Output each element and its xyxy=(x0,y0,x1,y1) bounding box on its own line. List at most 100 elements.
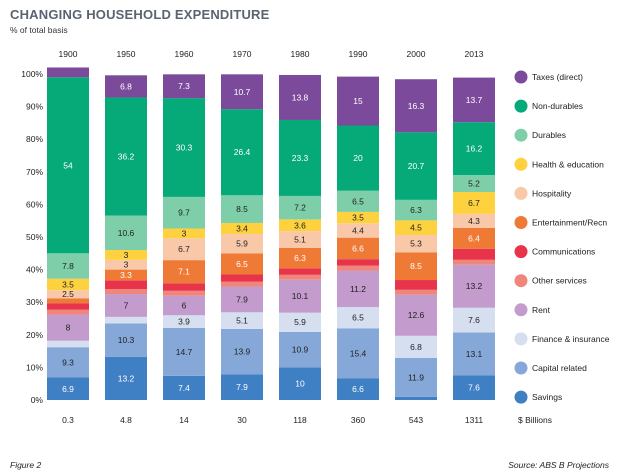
data-label: 13.2 xyxy=(118,373,135,383)
bar-segment-non-durables xyxy=(163,98,205,197)
data-label: 2.5 xyxy=(62,289,74,299)
bar-segment-entertainment-recn xyxy=(163,260,205,284)
bar-segment-durables xyxy=(337,190,379,212)
bar-segment-finance-insurance xyxy=(163,315,205,328)
bottom-value-label: 543 xyxy=(409,415,423,425)
bar-segment-taxes-direct xyxy=(163,74,205,99)
bar-segment-taxes-direct xyxy=(395,79,437,133)
bar-segment-rent xyxy=(221,286,263,313)
data-label: 7.2 xyxy=(294,203,306,213)
data-label: 6.5 xyxy=(352,313,364,323)
data-label: 3.4 xyxy=(236,224,248,234)
data-label: 6 xyxy=(182,300,187,310)
bar-segment-non-durables xyxy=(47,77,89,254)
bottom-value-label: 118 xyxy=(293,415,307,425)
data-label: 10.6 xyxy=(118,228,135,238)
bar-segment-entertainment-recn xyxy=(279,247,321,269)
data-label: 10.7 xyxy=(234,87,251,97)
data-label: 3 xyxy=(124,260,129,270)
bar-segment-entertainment-recn xyxy=(221,253,263,275)
legend: Taxes (direct) Non-durables Durables Health… xyxy=(514,70,610,404)
y-axis: 0% 10% 20% 30% 40% 50% 60% 70% 80% 90% 100% xyxy=(21,69,43,405)
bar-segment-hospitality xyxy=(279,231,321,248)
bar-segment-other-services xyxy=(221,281,263,287)
data-label: 7.8 xyxy=(62,261,74,271)
bar-segment-savings xyxy=(337,378,379,400)
bar-segment-durables xyxy=(47,253,89,279)
bar-stack-1970: 7.9 13.9 5.1 7.9 6.5 5.9 3.4 8.5 26.4 10.7 xyxy=(221,74,263,400)
legend-entry: Communications xyxy=(514,245,595,259)
data-label: 6.6 xyxy=(352,384,364,394)
bar-segment-other-services xyxy=(163,290,205,296)
data-label: 3.9 xyxy=(178,317,190,327)
data-label: 13.7 xyxy=(466,95,483,105)
bar-segment-communications xyxy=(279,268,321,275)
data-label: 8 xyxy=(66,323,71,333)
legend-label: Durables xyxy=(532,130,566,140)
bar-stack-1960: 7.4 14.7 3.9 6 7.1 6.7 3 9.7 30.3 7.3 xyxy=(163,74,205,400)
bar-segment-other-services xyxy=(47,309,89,315)
data-label: 15.4 xyxy=(350,348,367,358)
data-label: 54 xyxy=(63,160,73,170)
data-label: 7.9 xyxy=(236,382,248,392)
bar-segment-savings xyxy=(47,377,89,400)
data-label: 7.6 xyxy=(468,315,480,325)
bar-segment-rent xyxy=(163,295,205,316)
bar-segment-entertainment-recn xyxy=(337,237,379,260)
data-label: 9.7 xyxy=(178,208,190,218)
x-axis-year-labels: 1900 1950 1960 1970 1980 1990 2000 2013 xyxy=(59,49,484,59)
bar-segment-communications xyxy=(163,283,205,291)
y-tick-label: 100% xyxy=(21,69,43,79)
legend-swatch xyxy=(514,332,528,346)
bar-segment-capital-related xyxy=(453,332,495,376)
bar-stack-1990: 6.6 15.4 6.5 11.2 6.6 4.4 3.5 6.5 20 15 xyxy=(337,76,379,400)
legend-entry: Rent xyxy=(514,303,551,317)
bar-segment-health-education xyxy=(395,220,437,236)
bar-segment-taxes-direct xyxy=(279,74,321,120)
x-category-label: 1900 xyxy=(59,49,78,59)
y-tick-label: 60% xyxy=(26,199,43,209)
legend-entry: Taxes (direct) xyxy=(514,70,583,84)
data-label: 10 xyxy=(295,379,305,389)
bar-segment-other-services xyxy=(279,274,321,280)
legend-label: Rent xyxy=(532,305,551,315)
bar-segment-health-education xyxy=(105,250,147,260)
bar-segment-taxes-direct xyxy=(221,74,263,110)
data-label: 7.4 xyxy=(178,383,190,393)
data-label: 6.3 xyxy=(410,205,422,215)
bar-stack-1900: 6.9 9.3 8 2.53.5 7.8 54 xyxy=(47,67,89,400)
data-label: 3.5 xyxy=(62,279,74,289)
data-label: 3.3 xyxy=(120,270,132,280)
bar-segment-capital-related xyxy=(221,328,263,375)
bottom-value-label: 4.8 xyxy=(120,415,132,425)
bar-segment-communications xyxy=(105,280,147,290)
bar-segment-health-education xyxy=(163,228,205,239)
legend-swatch xyxy=(514,303,528,317)
bar-segment-taxes-direct xyxy=(337,76,379,126)
x-category-label: 2000 xyxy=(407,49,426,59)
legend-swatch xyxy=(514,157,528,171)
data-label: 30.3 xyxy=(176,143,193,153)
data-label: 7.9 xyxy=(236,294,248,304)
data-label: 8.5 xyxy=(410,261,422,271)
bar-segment-capital-related xyxy=(105,323,147,357)
bar-stack-1980: 10 10.9 5.9 10.1 6.3 5.1 3.6 7.2 23.3 13.8 xyxy=(279,74,321,400)
data-label: 16.2 xyxy=(466,144,483,154)
legend-entry: Hospitality xyxy=(514,186,572,200)
bar-segment-finance-insurance xyxy=(453,307,495,333)
legend-entry: Other services xyxy=(514,274,587,288)
bar-segment-communications xyxy=(337,259,379,266)
data-label: 3.6 xyxy=(294,220,306,230)
bar-segment-health-education xyxy=(47,278,89,291)
legend-entry: Savings xyxy=(514,390,562,404)
legend-label: Other services xyxy=(532,276,587,286)
legend-label: Non-durables xyxy=(532,101,583,111)
source-label: Source: ABS B Projections xyxy=(508,460,609,470)
data-label: 10.1 xyxy=(292,291,309,301)
bar-segment-communications xyxy=(221,274,263,282)
bar-segment-rent xyxy=(279,279,321,313)
bar-segment-entertainment-recn xyxy=(47,298,89,304)
bar-segment-rent xyxy=(453,264,495,308)
legend-swatch xyxy=(514,186,528,200)
data-label: 16.3 xyxy=(408,101,425,111)
